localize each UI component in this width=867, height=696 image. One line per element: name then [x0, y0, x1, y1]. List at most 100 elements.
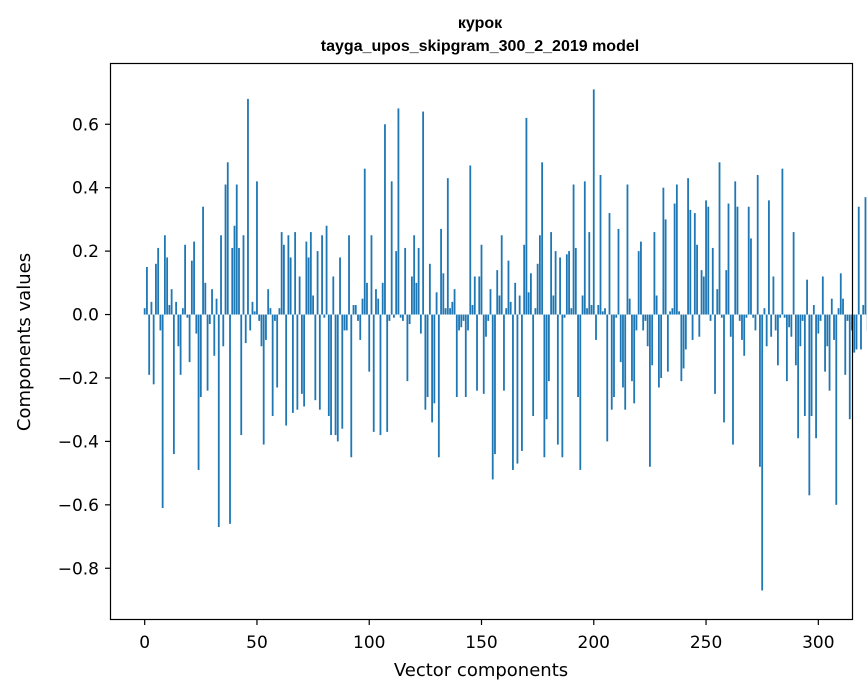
bar-54	[265, 314, 267, 340]
bar-256	[718, 162, 721, 315]
bar-233	[666, 314, 669, 372]
bar-209	[613, 314, 615, 397]
y-axis-label: Components values	[14, 253, 35, 431]
bar-20	[188, 314, 191, 363]
bar-201	[595, 314, 597, 340]
bar-128	[431, 314, 433, 423]
bar-157	[496, 270, 499, 315]
bar-107	[384, 124, 386, 315]
bar-257	[720, 314, 723, 318]
bar-267	[743, 314, 746, 356]
bar-96	[359, 314, 362, 340]
chart-title: курок	[458, 15, 503, 32]
bar-51	[258, 314, 261, 321]
bar-174	[534, 308, 537, 315]
bar-280	[772, 276, 775, 315]
bar-153	[487, 314, 490, 321]
bar-151	[482, 314, 485, 394]
bar-166	[516, 314, 519, 464]
bar-44	[242, 235, 245, 315]
bar-252	[709, 314, 712, 321]
bar-224	[646, 314, 649, 347]
bar-213	[622, 314, 624, 388]
bar-65	[289, 257, 292, 315]
bar-149	[478, 276, 481, 315]
y-tick-label: 0.2	[72, 242, 99, 262]
bar-236	[673, 203, 676, 315]
bar-150	[480, 244, 483, 315]
bar-192	[574, 247, 577, 315]
bar-49	[253, 311, 256, 315]
bar-112	[395, 251, 398, 315]
bar-13	[172, 314, 175, 455]
bar-95	[357, 314, 359, 321]
bar-308	[835, 314, 838, 505]
bar-87	[339, 257, 341, 315]
bar-130	[435, 292, 438, 315]
bar-276	[763, 308, 766, 315]
bar-262	[732, 314, 734, 445]
bar-225	[649, 314, 651, 467]
bar-314	[848, 314, 851, 420]
bar-37	[226, 162, 229, 315]
bar-137	[451, 301, 454, 315]
bar-215	[626, 184, 629, 315]
y-tick-label: 0.4	[72, 179, 99, 199]
bar-263	[734, 181, 737, 315]
bar-289	[792, 232, 795, 315]
bar-101	[370, 235, 373, 315]
bar-216	[628, 298, 631, 315]
bar-73	[307, 257, 310, 315]
bar-250	[705, 200, 707, 315]
bar-186	[561, 314, 564, 458]
bar-219	[635, 314, 638, 331]
bar-180	[547, 314, 550, 382]
bar-223	[644, 314, 647, 321]
bar-253	[711, 247, 714, 315]
bar-146	[471, 305, 474, 315]
bar-104	[377, 298, 380, 315]
bar-271	[752, 314, 755, 318]
bar-316	[853, 314, 856, 353]
bar-239	[680, 314, 683, 382]
bar-108	[386, 314, 389, 432]
bar-312	[844, 314, 847, 375]
bar-205	[604, 308, 606, 315]
bar-34	[220, 235, 222, 315]
bar-2	[148, 314, 151, 375]
bar-50	[256, 181, 258, 315]
bar-86	[336, 314, 339, 442]
bar-97	[361, 298, 364, 315]
bar-38	[229, 314, 231, 524]
bar-28	[206, 314, 209, 391]
bar-71	[303, 314, 306, 407]
bar-10	[166, 257, 169, 315]
bar-220	[637, 251, 640, 315]
bar-193	[577, 314, 579, 397]
bar-83	[330, 314, 332, 436]
bar-115	[402, 314, 404, 321]
bar-31	[213, 314, 216, 356]
bar-270	[750, 238, 752, 315]
bar-29	[208, 314, 211, 325]
bar-147	[473, 276, 476, 315]
bar-99	[366, 282, 368, 315]
bar-241	[684, 314, 687, 350]
bar-309	[837, 308, 840, 315]
bar-139	[455, 314, 458, 397]
bar-111	[393, 314, 395, 318]
bar-74	[309, 232, 312, 315]
bar-152	[485, 314, 487, 337]
bar-301	[819, 314, 822, 321]
bar-260	[727, 203, 730, 315]
bar-7	[159, 314, 162, 331]
bar-226	[651, 314, 654, 366]
bar-154	[489, 289, 492, 315]
bar-184	[556, 314, 559, 445]
bar-176	[538, 235, 541, 315]
bar-265	[738, 314, 741, 321]
bar-27	[204, 282, 207, 315]
bar-24	[197, 314, 200, 470]
bar-310	[839, 273, 842, 315]
bar-238	[678, 311, 680, 315]
